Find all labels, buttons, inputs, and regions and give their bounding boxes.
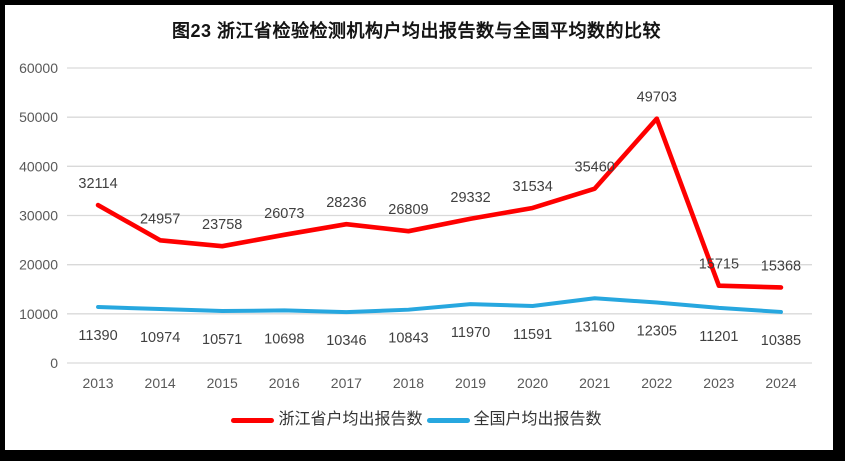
data-label: 24957 bbox=[140, 211, 180, 227]
national-series-line bbox=[96, 296, 783, 315]
frame-top-edge bbox=[0, 0, 845, 5]
y-axis-tick-label: 20000 bbox=[19, 257, 58, 273]
data-label: 26809 bbox=[388, 202, 428, 218]
data-label: 10843 bbox=[388, 331, 428, 347]
data-label: 23758 bbox=[202, 217, 242, 233]
data-label: 11390 bbox=[78, 328, 117, 344]
data-label: 31534 bbox=[512, 179, 552, 195]
x-axis-tick-label: 2013 bbox=[82, 375, 113, 391]
data-label: 10698 bbox=[264, 331, 304, 347]
national-line-swatch-icon bbox=[426, 417, 470, 423]
data-label: 28236 bbox=[326, 195, 366, 211]
chart-title: 图23 浙江省检验检测机构户均出报告数与全国平均数的比较 bbox=[171, 21, 662, 41]
y-axis-tick-label: 50000 bbox=[19, 109, 58, 125]
y-axis-tick-label: 60000 bbox=[19, 60, 58, 76]
frame-right-edge bbox=[833, 0, 845, 461]
y-axis-tick-label: 30000 bbox=[19, 208, 58, 224]
x-axis-tick-label: 2017 bbox=[331, 375, 362, 391]
x-axis-tick-label: 2018 bbox=[393, 375, 424, 391]
y-axis-tick-label: 0 bbox=[50, 355, 58, 371]
zhejiang-series-line bbox=[95, 116, 784, 290]
data-label: 15368 bbox=[761, 258, 801, 274]
x-axis-tick-label: 2024 bbox=[765, 375, 796, 391]
x-axis-tick-label: 2019 bbox=[455, 375, 486, 391]
x-axis-tick-label: 2015 bbox=[207, 375, 238, 391]
chart-legend: 浙江省户均出报告数 全国户均出报告数 bbox=[0, 411, 833, 429]
data-label: 10571 bbox=[202, 332, 242, 348]
data-label: 49703 bbox=[637, 90, 677, 106]
x-axis-tick-label: 2023 bbox=[703, 375, 734, 391]
data-label: 26073 bbox=[264, 206, 304, 222]
data-label: 11591 bbox=[513, 327, 552, 343]
data-label: 35460 bbox=[575, 160, 615, 176]
data-label: 15715 bbox=[699, 257, 739, 273]
x-axis-tick-label: 2020 bbox=[517, 375, 548, 391]
data-label: 10385 bbox=[761, 333, 801, 349]
data-label: 29332 bbox=[450, 190, 490, 206]
data-label: 32114 bbox=[78, 176, 117, 192]
data-label: 13160 bbox=[575, 319, 615, 335]
data-label: 11201 bbox=[699, 329, 738, 345]
frame-left-edge bbox=[0, 0, 5, 461]
x-axis-tick-label: 2021 bbox=[579, 375, 610, 391]
data-label: 11970 bbox=[451, 325, 490, 341]
x-axis-tick-label: 2016 bbox=[269, 375, 300, 391]
data-label: 10974 bbox=[140, 330, 180, 346]
y-axis-tick-label: 40000 bbox=[19, 158, 58, 174]
x-axis-tick-label: 2022 bbox=[641, 375, 672, 391]
x-axis-tick-label: 2014 bbox=[145, 375, 176, 391]
data-label: 12305 bbox=[637, 324, 677, 340]
legend-label-national: 全国户均出报告数 bbox=[473, 411, 602, 428]
data-label: 10346 bbox=[326, 333, 366, 349]
y-axis-tick-label: 10000 bbox=[19, 306, 58, 322]
zhejiang-line-swatch-icon bbox=[231, 417, 275, 423]
frame-bottom-edge bbox=[0, 450, 845, 461]
legend-label-zhejiang: 浙江省户均出报告数 bbox=[278, 411, 423, 428]
